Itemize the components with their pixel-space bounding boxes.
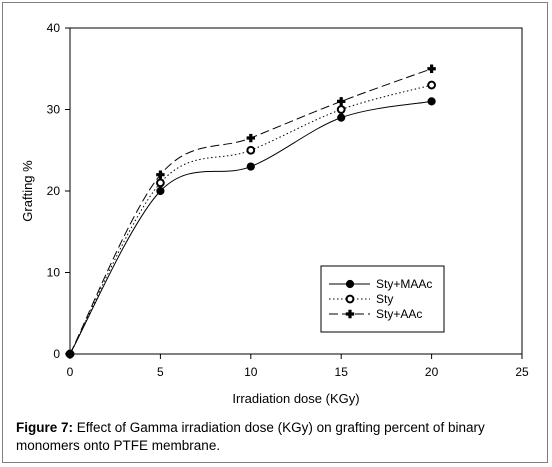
y-tick-label: 30 — [47, 103, 61, 117]
series-line — [69, 100, 432, 355]
cross-marker — [65, 349, 75, 359]
chart-axes: 0 5 10 15 20 25 0 10 20 30 40 Irradiation dose (KGy… — [20, 21, 529, 406]
y-tick-label: 40 — [47, 21, 61, 35]
filled-circle-marker — [427, 97, 436, 106]
y-axis-label: Grafting % — [20, 160, 35, 222]
series-sty-aac — [65, 64, 436, 359]
figure-frame — [2, 2, 548, 463]
cross-marker — [345, 309, 355, 319]
open-circle-marker — [156, 178, 165, 188]
filled-circle-marker — [337, 113, 346, 122]
plot-area-border — [69, 27, 523, 355]
legend-label: Sty+AAc — [376, 307, 422, 321]
open-circle-marker — [336, 105, 346, 114]
x-axis-label: Irradiation dose (KGy) — [232, 391, 359, 406]
y-tick-label: 10 — [47, 266, 61, 280]
open-circle-marker — [246, 145, 256, 155]
figure-caption: Figure 7: Effect of Gamma irradiation do… — [16, 419, 541, 455]
x-tick-label: 10 — [244, 365, 258, 379]
x-tick-label: 5 — [157, 365, 164, 379]
figure-caption-text: Effect of Gamma irradiation dose (KGy) o… — [16, 420, 485, 453]
x-tick-label: 20 — [425, 365, 439, 379]
legend-label: Sty+MAAc — [376, 277, 432, 291]
x-tick-label: 15 — [335, 365, 349, 379]
x-tick-label: 25 — [515, 365, 529, 379]
legend-entry: Sty+AAc — [329, 307, 422, 321]
cross-marker — [427, 64, 436, 73]
chart-series — [65, 64, 437, 359]
figure-caption-label: Figure 7: — [16, 420, 74, 435]
cross-marker — [246, 133, 255, 143]
open-circle-marker — [427, 80, 437, 90]
legend-entry: Sty+MAAc — [329, 277, 432, 291]
legend-label: Sty — [376, 292, 393, 306]
filled-circle-marker — [156, 186, 165, 196]
y-tick-label: 0 — [53, 347, 60, 361]
y-tick-label: 20 — [47, 184, 61, 198]
filled-circle-marker — [246, 162, 255, 171]
open-circle-marker — [345, 294, 355, 304]
legend-entry: Sty — [329, 292, 393, 306]
series-line — [69, 68, 432, 355]
cross-marker — [337, 97, 346, 106]
cross-marker — [156, 170, 165, 179]
x-tick-label: 0 — [67, 365, 74, 379]
filled-circle-marker — [345, 279, 355, 289]
